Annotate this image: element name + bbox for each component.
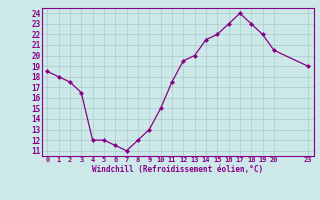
X-axis label: Windchill (Refroidissement éolien,°C): Windchill (Refroidissement éolien,°C) <box>92 165 263 174</box>
